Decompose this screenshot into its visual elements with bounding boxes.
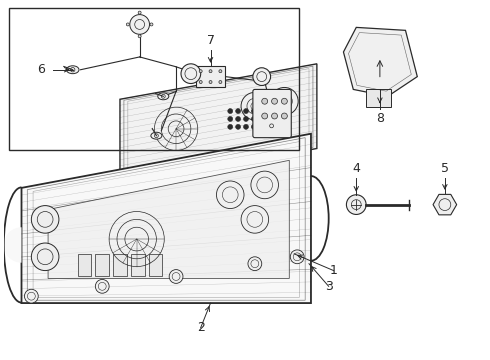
Circle shape <box>169 270 183 283</box>
Circle shape <box>126 23 129 26</box>
Circle shape <box>270 87 298 115</box>
Circle shape <box>31 206 59 233</box>
Circle shape <box>199 70 202 73</box>
Circle shape <box>209 70 212 73</box>
Bar <box>196 66 225 87</box>
Circle shape <box>96 279 109 293</box>
Circle shape <box>271 113 277 119</box>
Bar <box>96 254 109 275</box>
Text: 1: 1 <box>330 264 338 277</box>
Circle shape <box>138 35 141 38</box>
Bar <box>148 254 162 275</box>
Circle shape <box>262 113 268 119</box>
Circle shape <box>236 109 241 113</box>
Bar <box>77 254 92 275</box>
Bar <box>366 89 391 107</box>
Text: 7: 7 <box>207 34 215 47</box>
Circle shape <box>236 124 241 129</box>
Circle shape <box>228 117 233 121</box>
Ellipse shape <box>67 66 79 74</box>
Circle shape <box>281 113 287 119</box>
Circle shape <box>150 23 153 26</box>
Text: 8: 8 <box>376 112 384 125</box>
Text: 5: 5 <box>441 162 449 175</box>
Ellipse shape <box>158 93 169 100</box>
Circle shape <box>209 81 212 84</box>
Polygon shape <box>120 64 317 184</box>
Circle shape <box>241 93 269 120</box>
Circle shape <box>271 98 277 104</box>
Circle shape <box>262 98 268 104</box>
Circle shape <box>281 98 287 104</box>
Circle shape <box>241 206 269 233</box>
Circle shape <box>251 171 278 199</box>
Polygon shape <box>343 27 417 96</box>
Text: 4: 4 <box>352 162 360 175</box>
Circle shape <box>181 64 201 84</box>
Polygon shape <box>22 134 311 303</box>
Circle shape <box>219 70 222 73</box>
FancyBboxPatch shape <box>253 89 291 138</box>
Text: 2: 2 <box>197 321 205 334</box>
Text: 6: 6 <box>37 63 45 76</box>
Circle shape <box>228 109 233 113</box>
Circle shape <box>248 257 262 271</box>
Bar <box>9 8 299 150</box>
Ellipse shape <box>151 132 162 139</box>
Circle shape <box>24 289 38 303</box>
Circle shape <box>251 117 256 121</box>
Circle shape <box>251 109 256 113</box>
Circle shape <box>228 124 233 129</box>
Circle shape <box>199 81 202 84</box>
Circle shape <box>130 15 149 34</box>
Circle shape <box>138 11 141 14</box>
Circle shape <box>217 181 244 208</box>
Ellipse shape <box>266 122 277 129</box>
Circle shape <box>253 68 270 85</box>
Circle shape <box>346 195 366 215</box>
Text: 3: 3 <box>325 280 333 293</box>
Circle shape <box>244 117 248 121</box>
Wedge shape <box>4 227 22 263</box>
Polygon shape <box>433 194 457 215</box>
Bar <box>131 254 145 275</box>
Polygon shape <box>48 160 289 278</box>
Circle shape <box>244 109 248 113</box>
Circle shape <box>219 81 222 84</box>
Bar <box>113 254 127 275</box>
Circle shape <box>244 124 248 129</box>
Circle shape <box>251 124 256 129</box>
Circle shape <box>31 243 59 271</box>
Circle shape <box>290 250 304 264</box>
Circle shape <box>236 117 241 121</box>
